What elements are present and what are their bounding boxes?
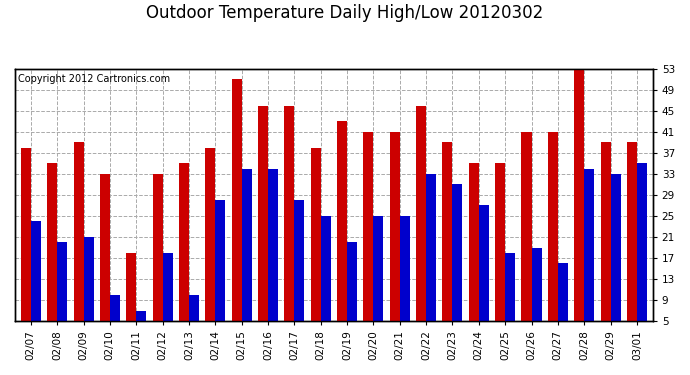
Bar — [416, 106, 426, 347]
Bar — [31, 221, 41, 347]
Bar — [453, 184, 462, 347]
Bar — [479, 206, 489, 347]
Bar — [21, 148, 31, 347]
Bar — [574, 69, 584, 347]
Bar — [321, 216, 331, 347]
Bar — [495, 164, 505, 347]
Bar — [337, 122, 347, 347]
Bar — [241, 169, 252, 347]
Bar — [284, 106, 295, 347]
Bar — [611, 174, 620, 347]
Bar — [126, 253, 136, 347]
Bar — [522, 132, 531, 347]
Bar — [74, 142, 83, 347]
Text: Outdoor Temperature Daily High/Low 20120302: Outdoor Temperature Daily High/Low 20120… — [146, 4, 544, 22]
Bar — [258, 106, 268, 347]
Bar — [179, 164, 189, 347]
Bar — [469, 164, 479, 347]
Bar — [426, 174, 436, 347]
Bar — [637, 164, 647, 347]
Bar — [531, 248, 542, 347]
Bar — [215, 200, 226, 347]
Bar — [232, 80, 241, 347]
Bar — [100, 174, 110, 347]
Bar — [47, 164, 57, 347]
Bar — [600, 142, 611, 347]
Bar — [400, 216, 410, 347]
Bar — [163, 253, 172, 347]
Bar — [205, 148, 215, 347]
Bar — [83, 237, 94, 347]
Text: Copyright 2012 Cartronics.com: Copyright 2012 Cartronics.com — [18, 74, 170, 84]
Bar — [364, 132, 373, 347]
Bar — [268, 169, 278, 347]
Bar — [505, 253, 515, 347]
Bar — [110, 295, 120, 347]
Bar — [390, 132, 400, 347]
Bar — [627, 142, 637, 347]
Bar — [57, 242, 67, 347]
Bar — [136, 310, 146, 347]
Bar — [548, 132, 558, 347]
Bar — [584, 169, 594, 347]
Bar — [347, 242, 357, 347]
Bar — [310, 148, 321, 347]
Bar — [373, 216, 384, 347]
Bar — [189, 295, 199, 347]
Bar — [442, 142, 453, 347]
Bar — [295, 200, 304, 347]
Bar — [558, 263, 568, 347]
Bar — [152, 174, 163, 347]
